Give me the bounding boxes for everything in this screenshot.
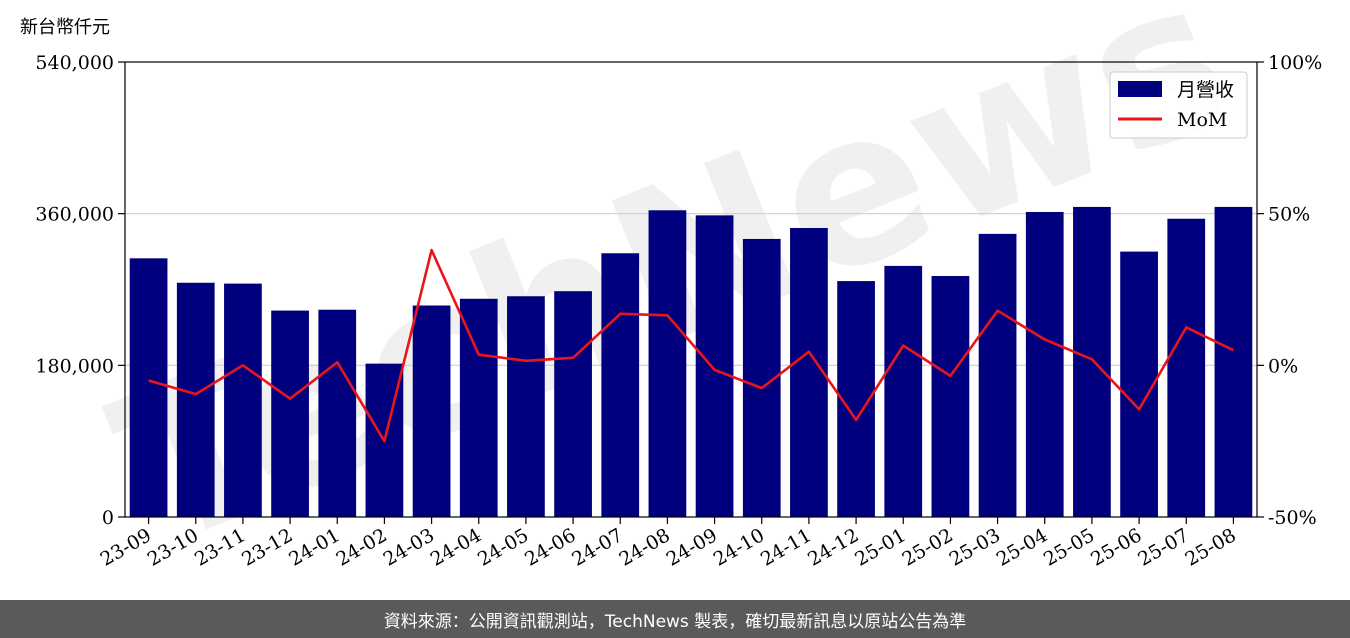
right-axis-tick-label: 50% <box>1268 204 1310 226</box>
x-axis-tick-label: 25-06 <box>1087 524 1145 570</box>
right-axis-tick-label: 0% <box>1268 355 1298 377</box>
revenue-bar <box>507 296 545 517</box>
revenue-bar <box>1073 206 1111 518</box>
x-axis-tick-label: 25-03 <box>946 524 1004 570</box>
x-axis-tick-label: 23-09 <box>97 524 155 570</box>
revenue-bar <box>176 282 215 517</box>
revenue-bar <box>601 253 640 517</box>
x-axis-tick-label: 24-09 <box>663 524 721 570</box>
x-axis-tick-label: 25-07 <box>1134 524 1192 570</box>
legend-label-mom: MoM <box>1177 109 1227 131</box>
bar-series <box>129 206 1253 518</box>
x-axis-tick-label: 25-05 <box>1040 524 1098 570</box>
left-axis-tick-label: 360,000 <box>35 204 114 226</box>
left-axis-tick-label: 0 <box>102 507 114 529</box>
revenue-bar <box>1214 206 1253 518</box>
revenue-bar <box>459 298 498 517</box>
legend: 月營收 MoM <box>1109 71 1248 139</box>
left-axis-tick-label: 180,000 <box>35 355 114 377</box>
right-axis-tick-label: 100% <box>1268 52 1322 74</box>
revenue-bar <box>224 283 262 517</box>
left-axis-tick-label: 540,000 <box>35 52 114 74</box>
x-axis-tick-label: 24-12 <box>804 524 862 570</box>
revenue-bar <box>978 233 1017 517</box>
revenue-bar <box>790 227 828 518</box>
x-axis-tick-label: 25-08 <box>1181 524 1239 570</box>
x-axis-tick-label: 24-03 <box>380 524 438 570</box>
revenue-bar <box>271 310 309 517</box>
revenue-chart: TechNews 0180,000360,000540,000-50%0%50%… <box>20 0 1322 595</box>
x-axis-tick-label: 25-04 <box>993 524 1051 570</box>
revenue-bar <box>129 258 168 517</box>
x-axis-tick-label: 24-02 <box>332 524 390 570</box>
revenue-bar <box>1120 251 1158 518</box>
source-footer-text: 資料來源：公開資訊觀測站，TechNews 製表，確切最新訊息以原站公告為準 <box>383 611 967 632</box>
legend-swatch-bar <box>1118 81 1162 97</box>
x-axis-tick-label: 24-04 <box>427 524 485 570</box>
source-footer: 資料來源：公開資訊觀測站，TechNews 製表，確切最新訊息以原站公告為準 <box>0 600 1350 638</box>
plot-frame <box>124 61 1258 518</box>
x-axis-tick-label: 24-10 <box>710 524 768 570</box>
x-axis-tick-label: 24-06 <box>521 524 579 570</box>
x-axis-tick-label: 25-02 <box>898 524 956 570</box>
x-axis-tick-label: 24-08 <box>615 524 673 570</box>
mom-line-series <box>148 248 1234 443</box>
grid-lines <box>125 213 1257 366</box>
revenue-bar <box>318 309 357 517</box>
revenue-bar <box>1167 218 1206 517</box>
x-axis-tick-label: 24-07 <box>568 524 626 570</box>
revenue-bar <box>554 291 592 517</box>
right-axis-tick-label: -50% <box>1268 507 1317 529</box>
mom-line <box>148 248 1234 443</box>
x-axis-tick-label: 24-11 <box>757 524 815 570</box>
x-axis-tick-label: 25-01 <box>851 524 909 570</box>
revenue-bar <box>1025 211 1064 517</box>
legend-label-revenue: 月營收 <box>1177 79 1234 101</box>
left-axis-unit-label: 新台幣仟元 <box>20 17 110 38</box>
revenue-bar <box>884 265 923 517</box>
x-axis-tick-label: 24-05 <box>474 524 532 570</box>
revenue-bar <box>695 215 734 517</box>
revenue-bar <box>931 276 970 517</box>
revenue-bar <box>412 305 451 517</box>
revenue-bar <box>648 210 687 517</box>
